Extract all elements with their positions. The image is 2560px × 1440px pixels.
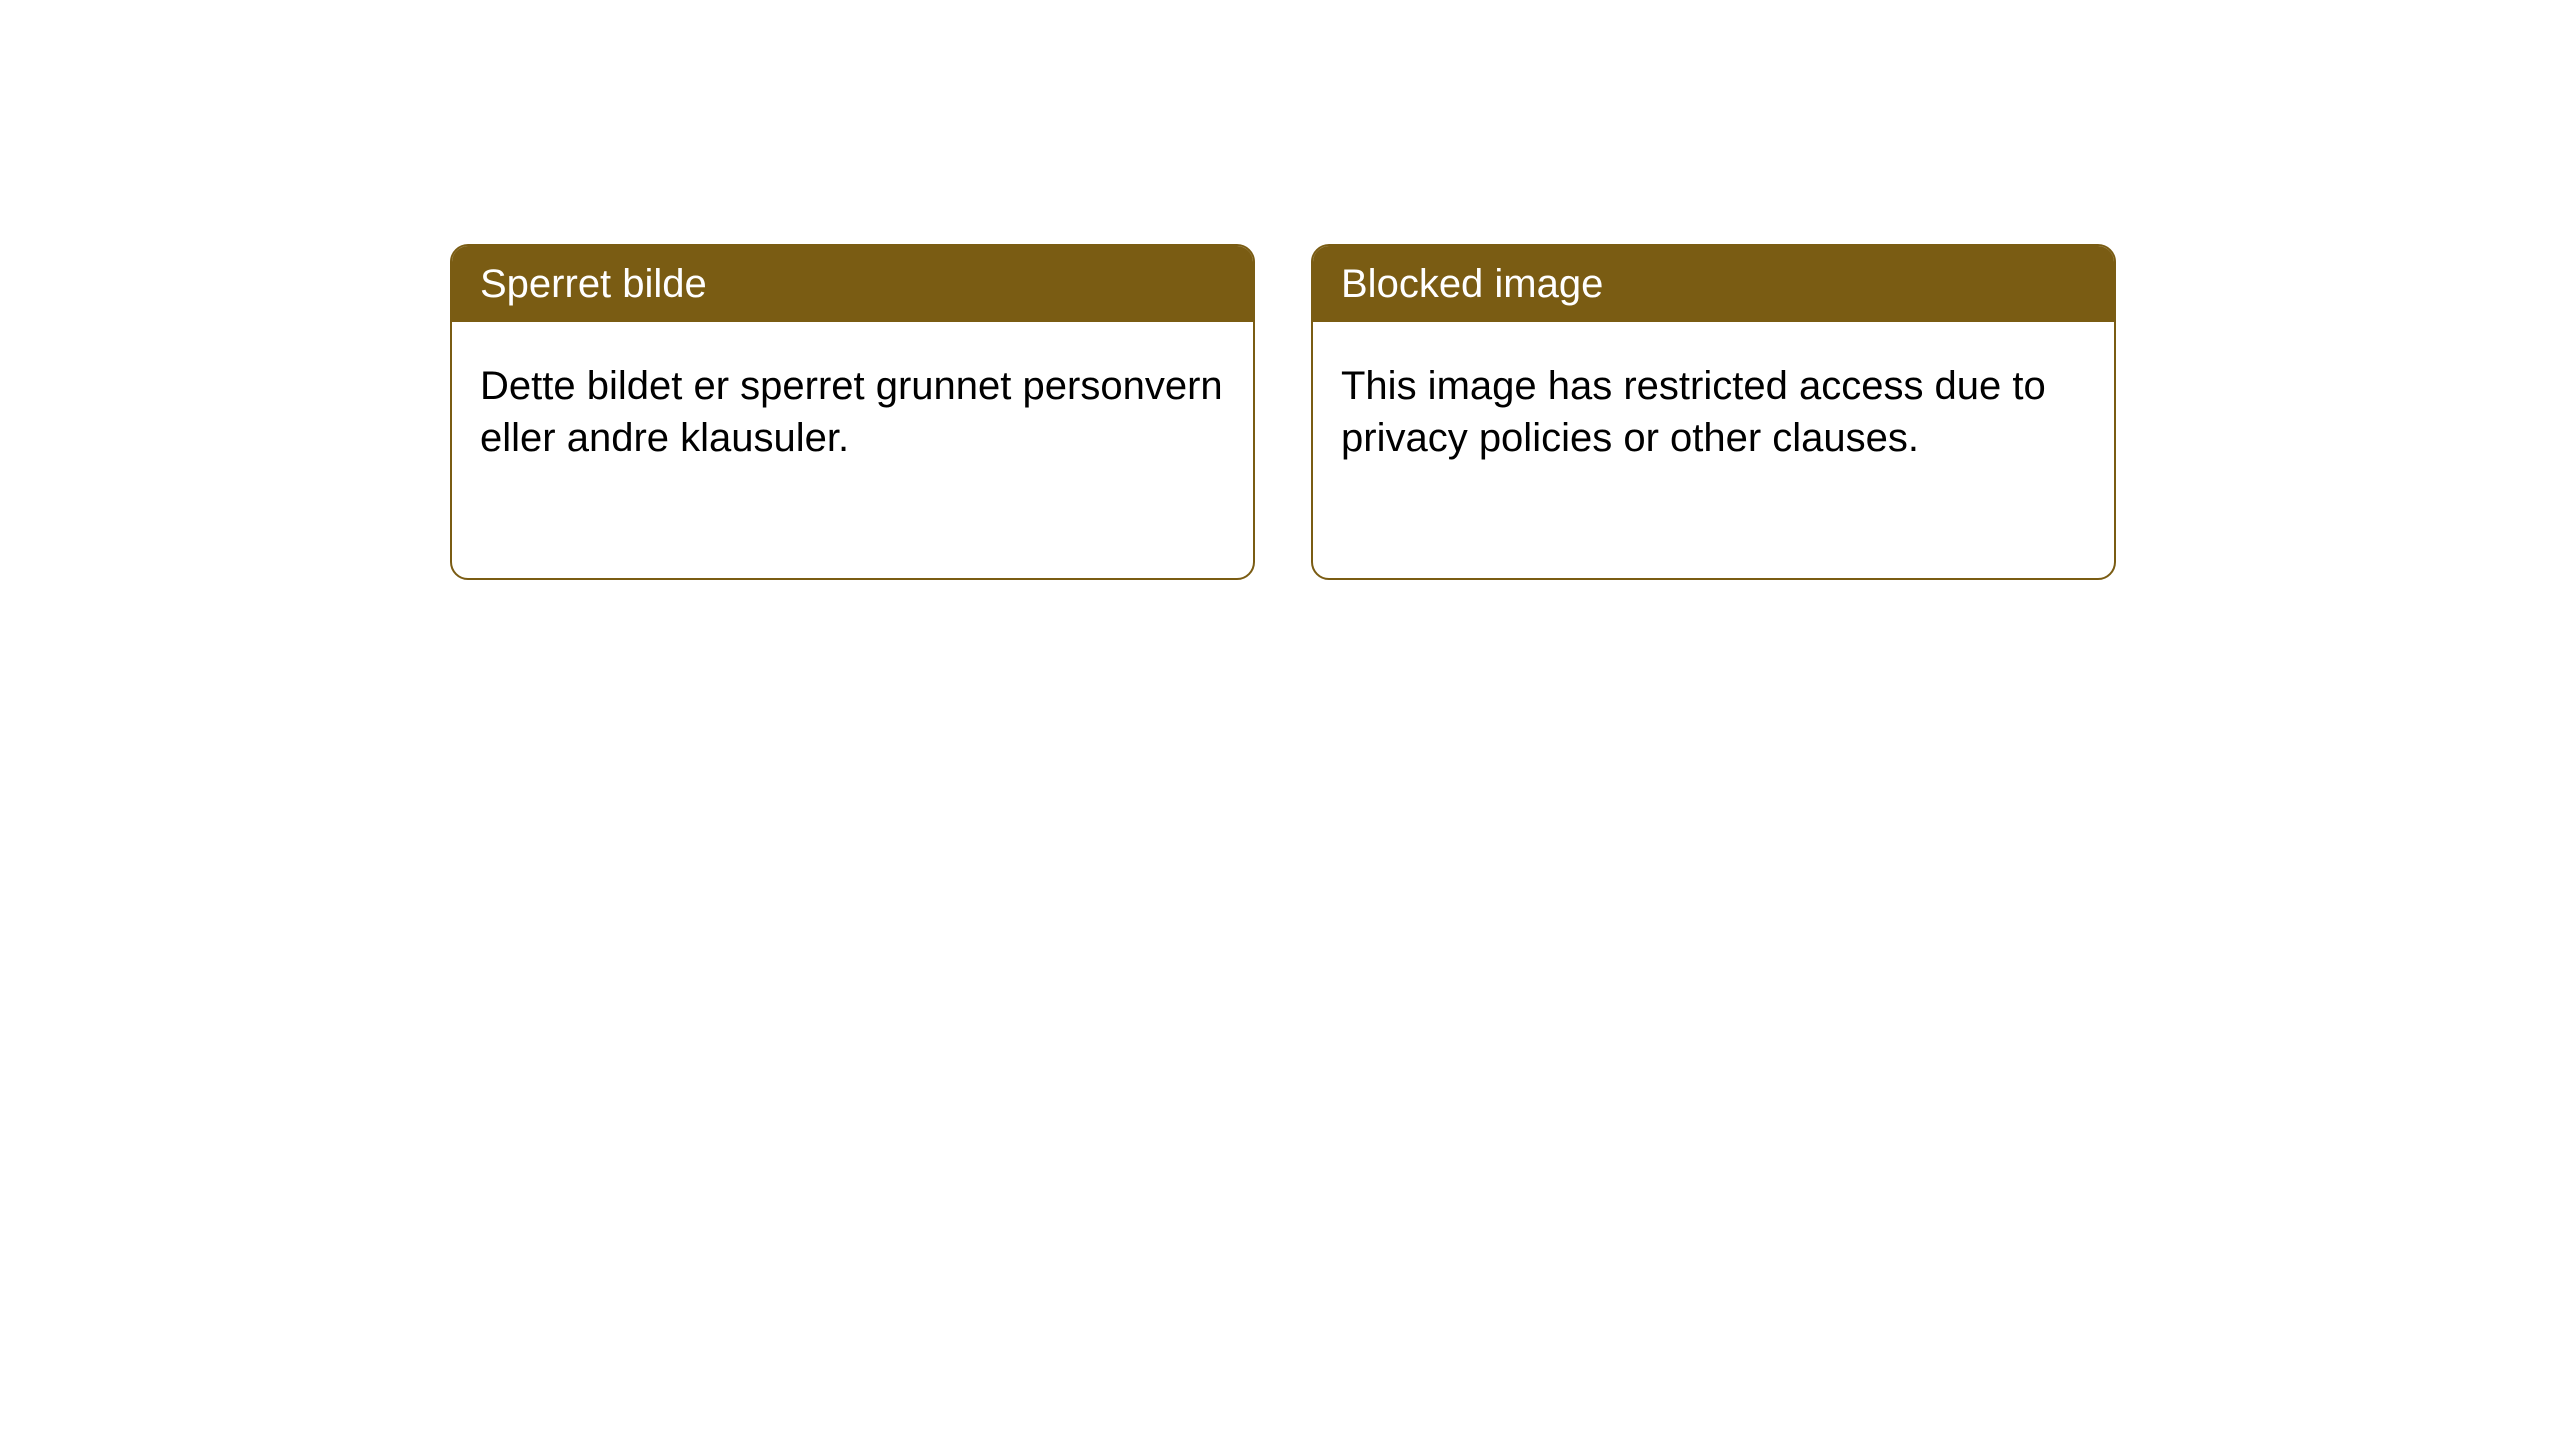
notice-title: Blocked image bbox=[1341, 262, 1603, 306]
notice-body-text: Dette bildet er sperret grunnet personve… bbox=[480, 364, 1223, 460]
notice-body: Dette bildet er sperret grunnet personve… bbox=[452, 322, 1253, 502]
notice-container: Sperret bilde Dette bildet er sperret gr… bbox=[0, 0, 2560, 580]
notice-box-norwegian: Sperret bilde Dette bildet er sperret gr… bbox=[450, 244, 1255, 580]
notice-header: Blocked image bbox=[1313, 246, 2114, 322]
notice-box-english: Blocked image This image has restricted … bbox=[1311, 244, 2116, 580]
notice-body: This image has restricted access due to … bbox=[1313, 322, 2114, 502]
notice-title: Sperret bilde bbox=[480, 262, 707, 306]
notice-header: Sperret bilde bbox=[452, 246, 1253, 322]
notice-body-text: This image has restricted access due to … bbox=[1341, 364, 2046, 460]
